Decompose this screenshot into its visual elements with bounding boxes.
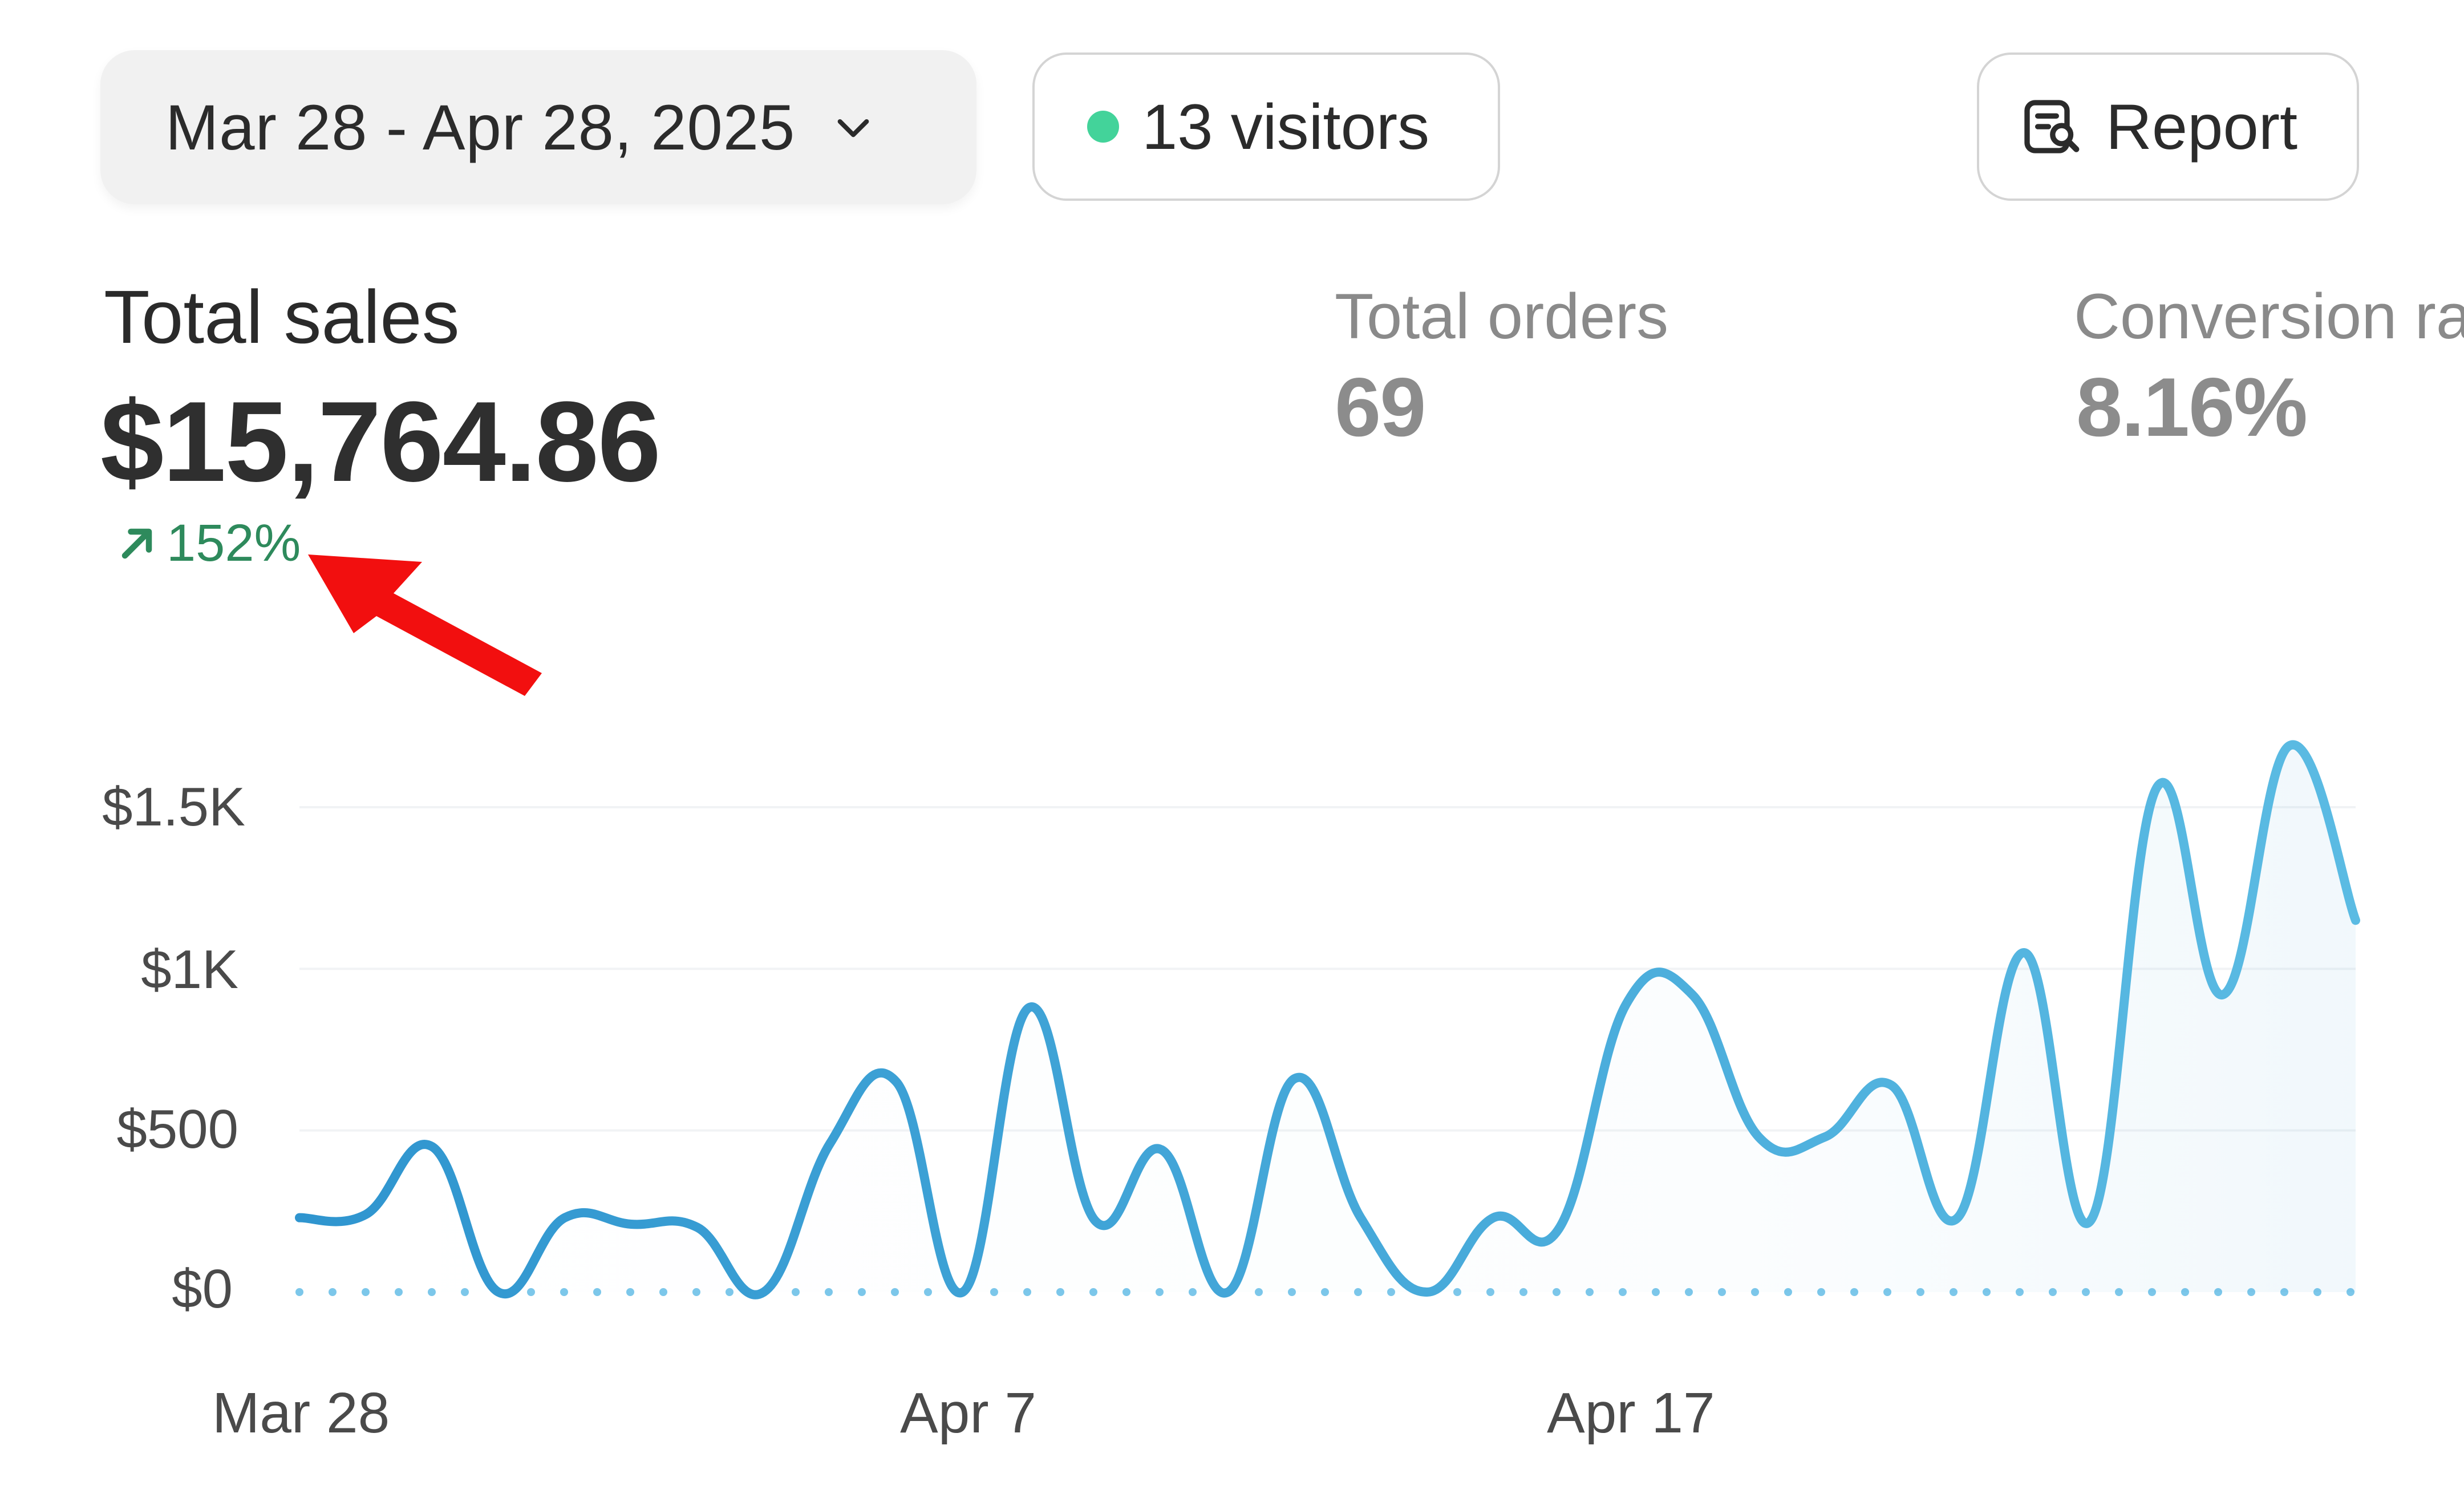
data-point[interactable] bbox=[1682, 985, 1703, 1005]
data-point[interactable] bbox=[1483, 1208, 1503, 1228]
live-status-dot bbox=[1087, 111, 1119, 143]
total-sales-title[interactable]: Total sales bbox=[104, 275, 460, 359]
data-point[interactable] bbox=[1881, 1075, 1902, 1095]
data-point[interactable] bbox=[820, 1133, 840, 1153]
y-tick-label: $1K bbox=[141, 939, 238, 1000]
data-point[interactable] bbox=[1152, 1140, 1172, 1160]
data-point[interactable] bbox=[488, 1282, 509, 1302]
data-point[interactable] bbox=[2014, 942, 2035, 963]
data-point[interactable] bbox=[2146, 778, 2167, 798]
data-point[interactable] bbox=[1218, 1282, 1238, 1302]
x-tick-label: Mar 28 bbox=[212, 1381, 390, 1445]
data-point[interactable] bbox=[2212, 985, 2233, 1005]
data-point[interactable] bbox=[1019, 997, 1039, 1018]
data-point[interactable] bbox=[1351, 1208, 1371, 1228]
series-area bbox=[299, 744, 2356, 1295]
y-tick-label: $1.5K bbox=[102, 776, 245, 837]
total-orders-value: 69 bbox=[1335, 361, 1426, 454]
data-point[interactable] bbox=[753, 1282, 774, 1302]
report-button[interactable]: Report bbox=[1977, 52, 2359, 201]
date-range-label: Mar 28 - Apr 28, 2025 bbox=[165, 91, 796, 163]
data-point[interactable] bbox=[1947, 1208, 1968, 1228]
data-point[interactable] bbox=[1616, 994, 1636, 1015]
sales-change-value: 152% bbox=[167, 514, 301, 572]
data-point[interactable] bbox=[886, 1072, 907, 1092]
total-sales-value: $15,764.86 bbox=[100, 378, 661, 505]
data-point[interactable] bbox=[422, 1136, 443, 1157]
data-point[interactable] bbox=[355, 1204, 376, 1225]
data-point[interactable] bbox=[289, 1208, 310, 1228]
y-tick-label: $500 bbox=[116, 1099, 238, 1160]
sales-change-badge: 152% bbox=[113, 513, 301, 573]
data-point[interactable] bbox=[953, 1282, 973, 1302]
report-label: Report bbox=[2106, 91, 2298, 163]
date-range-picker[interactable]: Mar 28 - Apr 28, 2025 bbox=[100, 50, 976, 204]
data-point[interactable] bbox=[1815, 1127, 1835, 1147]
data-point[interactable] bbox=[2345, 910, 2366, 930]
live-visitors-button[interactable]: 13 visitors bbox=[1032, 52, 1500, 201]
data-point[interactable] bbox=[1085, 1211, 1105, 1231]
data-point[interactable] bbox=[554, 1208, 575, 1228]
y-tick-label: $0 bbox=[172, 1258, 233, 1319]
data-point[interactable] bbox=[2080, 1211, 2101, 1231]
sales-series-line bbox=[295, 740, 2360, 1299]
x-tick-label: Apr 7 bbox=[900, 1381, 1037, 1445]
visitors-label: 13 visitors bbox=[1142, 91, 1430, 163]
data-point[interactable] bbox=[1748, 1127, 1769, 1147]
report-search-icon bbox=[2019, 95, 2083, 159]
data-point[interactable] bbox=[1284, 1068, 1304, 1089]
chevron-down-icon bbox=[830, 104, 876, 150]
data-point[interactable] bbox=[687, 1217, 708, 1238]
total-orders-title[interactable]: Total orders bbox=[1335, 281, 1669, 352]
data-point[interactable] bbox=[1550, 1217, 1570, 1238]
arrow-up-right-icon bbox=[121, 528, 152, 558]
x-tick-label: Apr 17 bbox=[1547, 1381, 1715, 1445]
data-point[interactable] bbox=[2279, 735, 2300, 756]
conversion-rate-value: 8.16% bbox=[2076, 361, 2308, 454]
data-point[interactable] bbox=[621, 1214, 641, 1234]
conversion-rate-title[interactable]: Conversion ra bbox=[2074, 281, 2464, 352]
data-point[interactable] bbox=[1417, 1282, 1437, 1302]
